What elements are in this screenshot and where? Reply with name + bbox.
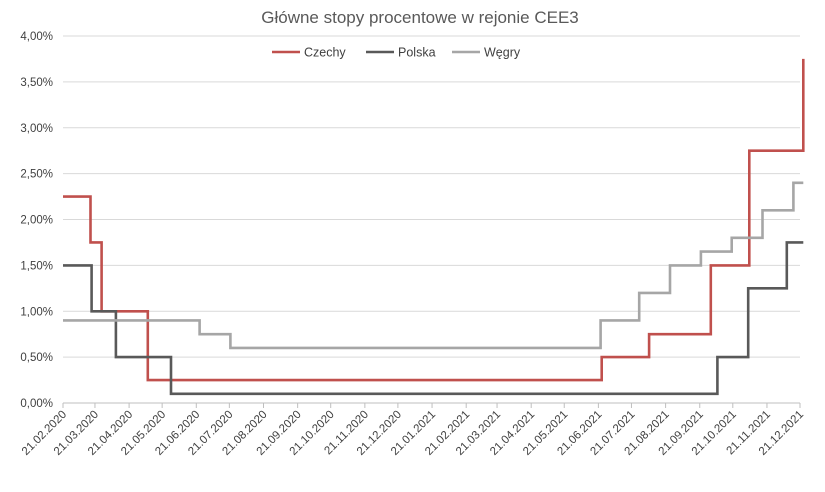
y-tick-label: 2,50%: [20, 169, 53, 181]
legend-label: Węgry: [484, 46, 521, 60]
series-lines: [63, 58, 805, 396]
y-tick-label: 3,00%: [20, 123, 53, 135]
legend-label: Czechy: [304, 46, 346, 60]
series-line-węgry: [63, 181, 804, 350]
series-line-czechy: [63, 58, 805, 382]
y-tick-label: 1,00%: [20, 306, 53, 318]
y-axis-ticks: 0,00% 0,50% 1,00% 1,50% 2,00% 2,50% 3,00% 3,50%…: [20, 31, 53, 410]
series-line-polska: [63, 241, 804, 396]
y-tick-label: 3,50%: [20, 77, 53, 89]
y-tick-label: 0,00%: [20, 398, 53, 410]
x-axis-ticks: 21.02.202021.03.202021.04.202021.05.2020…: [20, 403, 806, 458]
y-tick-label: 1,50%: [20, 260, 53, 272]
chart-title: Główne stopy procentowe w rejonie CEE3: [261, 8, 579, 27]
gridlines: [63, 35, 800, 404]
legend-label: Polska: [398, 46, 436, 60]
legend: Czechy Polska Węgry: [272, 46, 521, 60]
y-tick-label: 0,50%: [20, 352, 53, 364]
y-tick-label: 4,00%: [20, 31, 53, 43]
y-tick-label: 2,00%: [20, 215, 53, 227]
